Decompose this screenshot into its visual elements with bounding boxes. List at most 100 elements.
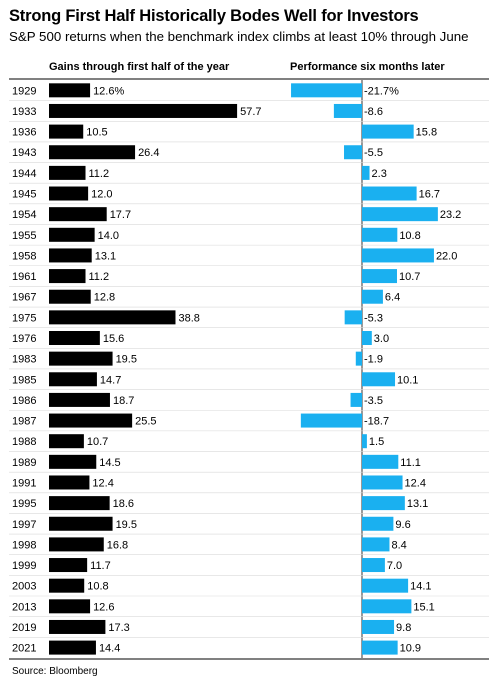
gain-label: 10.7 [87, 436, 108, 448]
gain-bar [49, 186, 89, 201]
source-note: Source: Bloomberg [12, 666, 98, 677]
performance-bar [362, 496, 405, 511]
performance-label: 2.3 [372, 168, 387, 180]
gain-bar [49, 537, 104, 552]
performance-bar [362, 516, 394, 531]
year-label: 1944 [12, 168, 36, 180]
performance-bar [333, 103, 362, 118]
performance-bar [362, 124, 414, 139]
performance-label: 11.1 [400, 457, 421, 469]
performance-label: 10.8 [399, 230, 420, 242]
gain-label: 19.5 [116, 354, 137, 366]
gain-bar [49, 454, 97, 469]
chart-title: Strong First Half Historically Bodes Wel… [9, 7, 419, 25]
performance-bar [355, 351, 362, 366]
performance-label: 9.8 [396, 622, 411, 634]
year-label: 1986 [12, 395, 36, 407]
performance-bar [362, 165, 370, 180]
gain-label: 18.7 [113, 395, 134, 407]
performance-label: -21.7% [364, 85, 399, 97]
year-label: 2019 [12, 622, 36, 634]
year-label: 1983 [12, 354, 36, 366]
gain-label: 25.5 [135, 416, 156, 428]
gain-label: 14.5 [99, 457, 120, 469]
performance-bar [291, 83, 362, 98]
gain-label: 14.4 [99, 643, 120, 655]
gain-bar [49, 103, 238, 118]
performance-label: -5.3 [364, 312, 383, 324]
performance-bar [344, 310, 362, 325]
year-label: 1989 [12, 457, 36, 469]
year-label: 1955 [12, 230, 36, 242]
performance-label: 13.1 [407, 498, 428, 510]
performance-label: -1.9 [364, 354, 383, 366]
gain-label: 15.6 [103, 333, 124, 345]
gain-bar [49, 207, 107, 222]
performance-label: 15.1 [413, 601, 434, 613]
year-label: 1997 [12, 519, 36, 531]
performance-label: 14.1 [410, 581, 431, 593]
gain-bar [49, 516, 113, 531]
year-label: 1961 [12, 271, 36, 283]
gain-bar [49, 124, 84, 139]
gain-label: 12.4 [92, 477, 113, 489]
gain-label: 14.7 [100, 374, 121, 386]
year-label: 1929 [12, 85, 36, 97]
year-label: 1995 [12, 498, 36, 510]
year-label: 2003 [12, 581, 36, 593]
chart-subtitle: S&P 500 returns when the benchmark index… [9, 29, 469, 44]
year-label: 1967 [12, 292, 36, 304]
gain-bar [49, 392, 110, 407]
gain-bar [49, 496, 110, 511]
gain-bar [49, 640, 96, 655]
performance-bar [350, 392, 362, 407]
gain-label: 13.1 [95, 250, 116, 262]
performance-label: 10.9 [400, 643, 421, 655]
performance-label: 23.2 [440, 209, 461, 221]
gain-bar [49, 372, 97, 387]
performance-label: 16.7 [419, 189, 440, 201]
gain-label: 11.2 [89, 271, 110, 283]
performance-bar [362, 599, 412, 614]
gain-bar [49, 619, 106, 634]
gain-label: 17.3 [108, 622, 129, 634]
gain-label: 10.8 [87, 581, 108, 593]
year-label: 1958 [12, 250, 36, 262]
gain-bar [49, 578, 85, 593]
performance-bar [362, 331, 372, 345]
gain-bar [49, 83, 91, 98]
gain-bar [49, 310, 176, 325]
gain-label: 38.8 [178, 312, 199, 324]
gain-bar [49, 248, 92, 263]
performance-bar [362, 227, 398, 242]
performance-bar [362, 558, 385, 573]
performance-bar [362, 269, 397, 284]
gain-label: 16.8 [107, 539, 128, 551]
gain-bar [49, 475, 90, 490]
year-label: 1998 [12, 539, 36, 551]
gain-bar [49, 351, 113, 366]
performance-bar [344, 145, 362, 160]
gain-label: 57.7 [240, 106, 261, 118]
performance-label: 7.0 [387, 560, 402, 572]
performance-label: 1.5 [369, 436, 384, 448]
performance-bar [362, 578, 409, 593]
performance-label: 3.0 [374, 333, 389, 345]
year-label: 1945 [12, 189, 36, 201]
gain-label: 12.6 [93, 601, 114, 613]
performance-bar [362, 248, 434, 263]
left-panel-header: Gains through first half of the year [49, 61, 230, 73]
gain-bar [49, 599, 91, 614]
performance-bar [362, 619, 395, 634]
gain-label: 18.6 [113, 498, 134, 510]
performance-label: 12.4 [405, 477, 426, 489]
gain-bar [49, 413, 133, 428]
gain-label: 12.6% [93, 85, 124, 97]
gain-label: 14.0 [98, 230, 119, 242]
performance-label: 8.4 [391, 539, 406, 551]
performance-label: 22.0 [436, 250, 457, 262]
performance-bar [362, 186, 417, 201]
gain-bar [49, 227, 95, 242]
performance-label: 6.4 [385, 292, 400, 304]
year-label: 1975 [12, 312, 36, 324]
